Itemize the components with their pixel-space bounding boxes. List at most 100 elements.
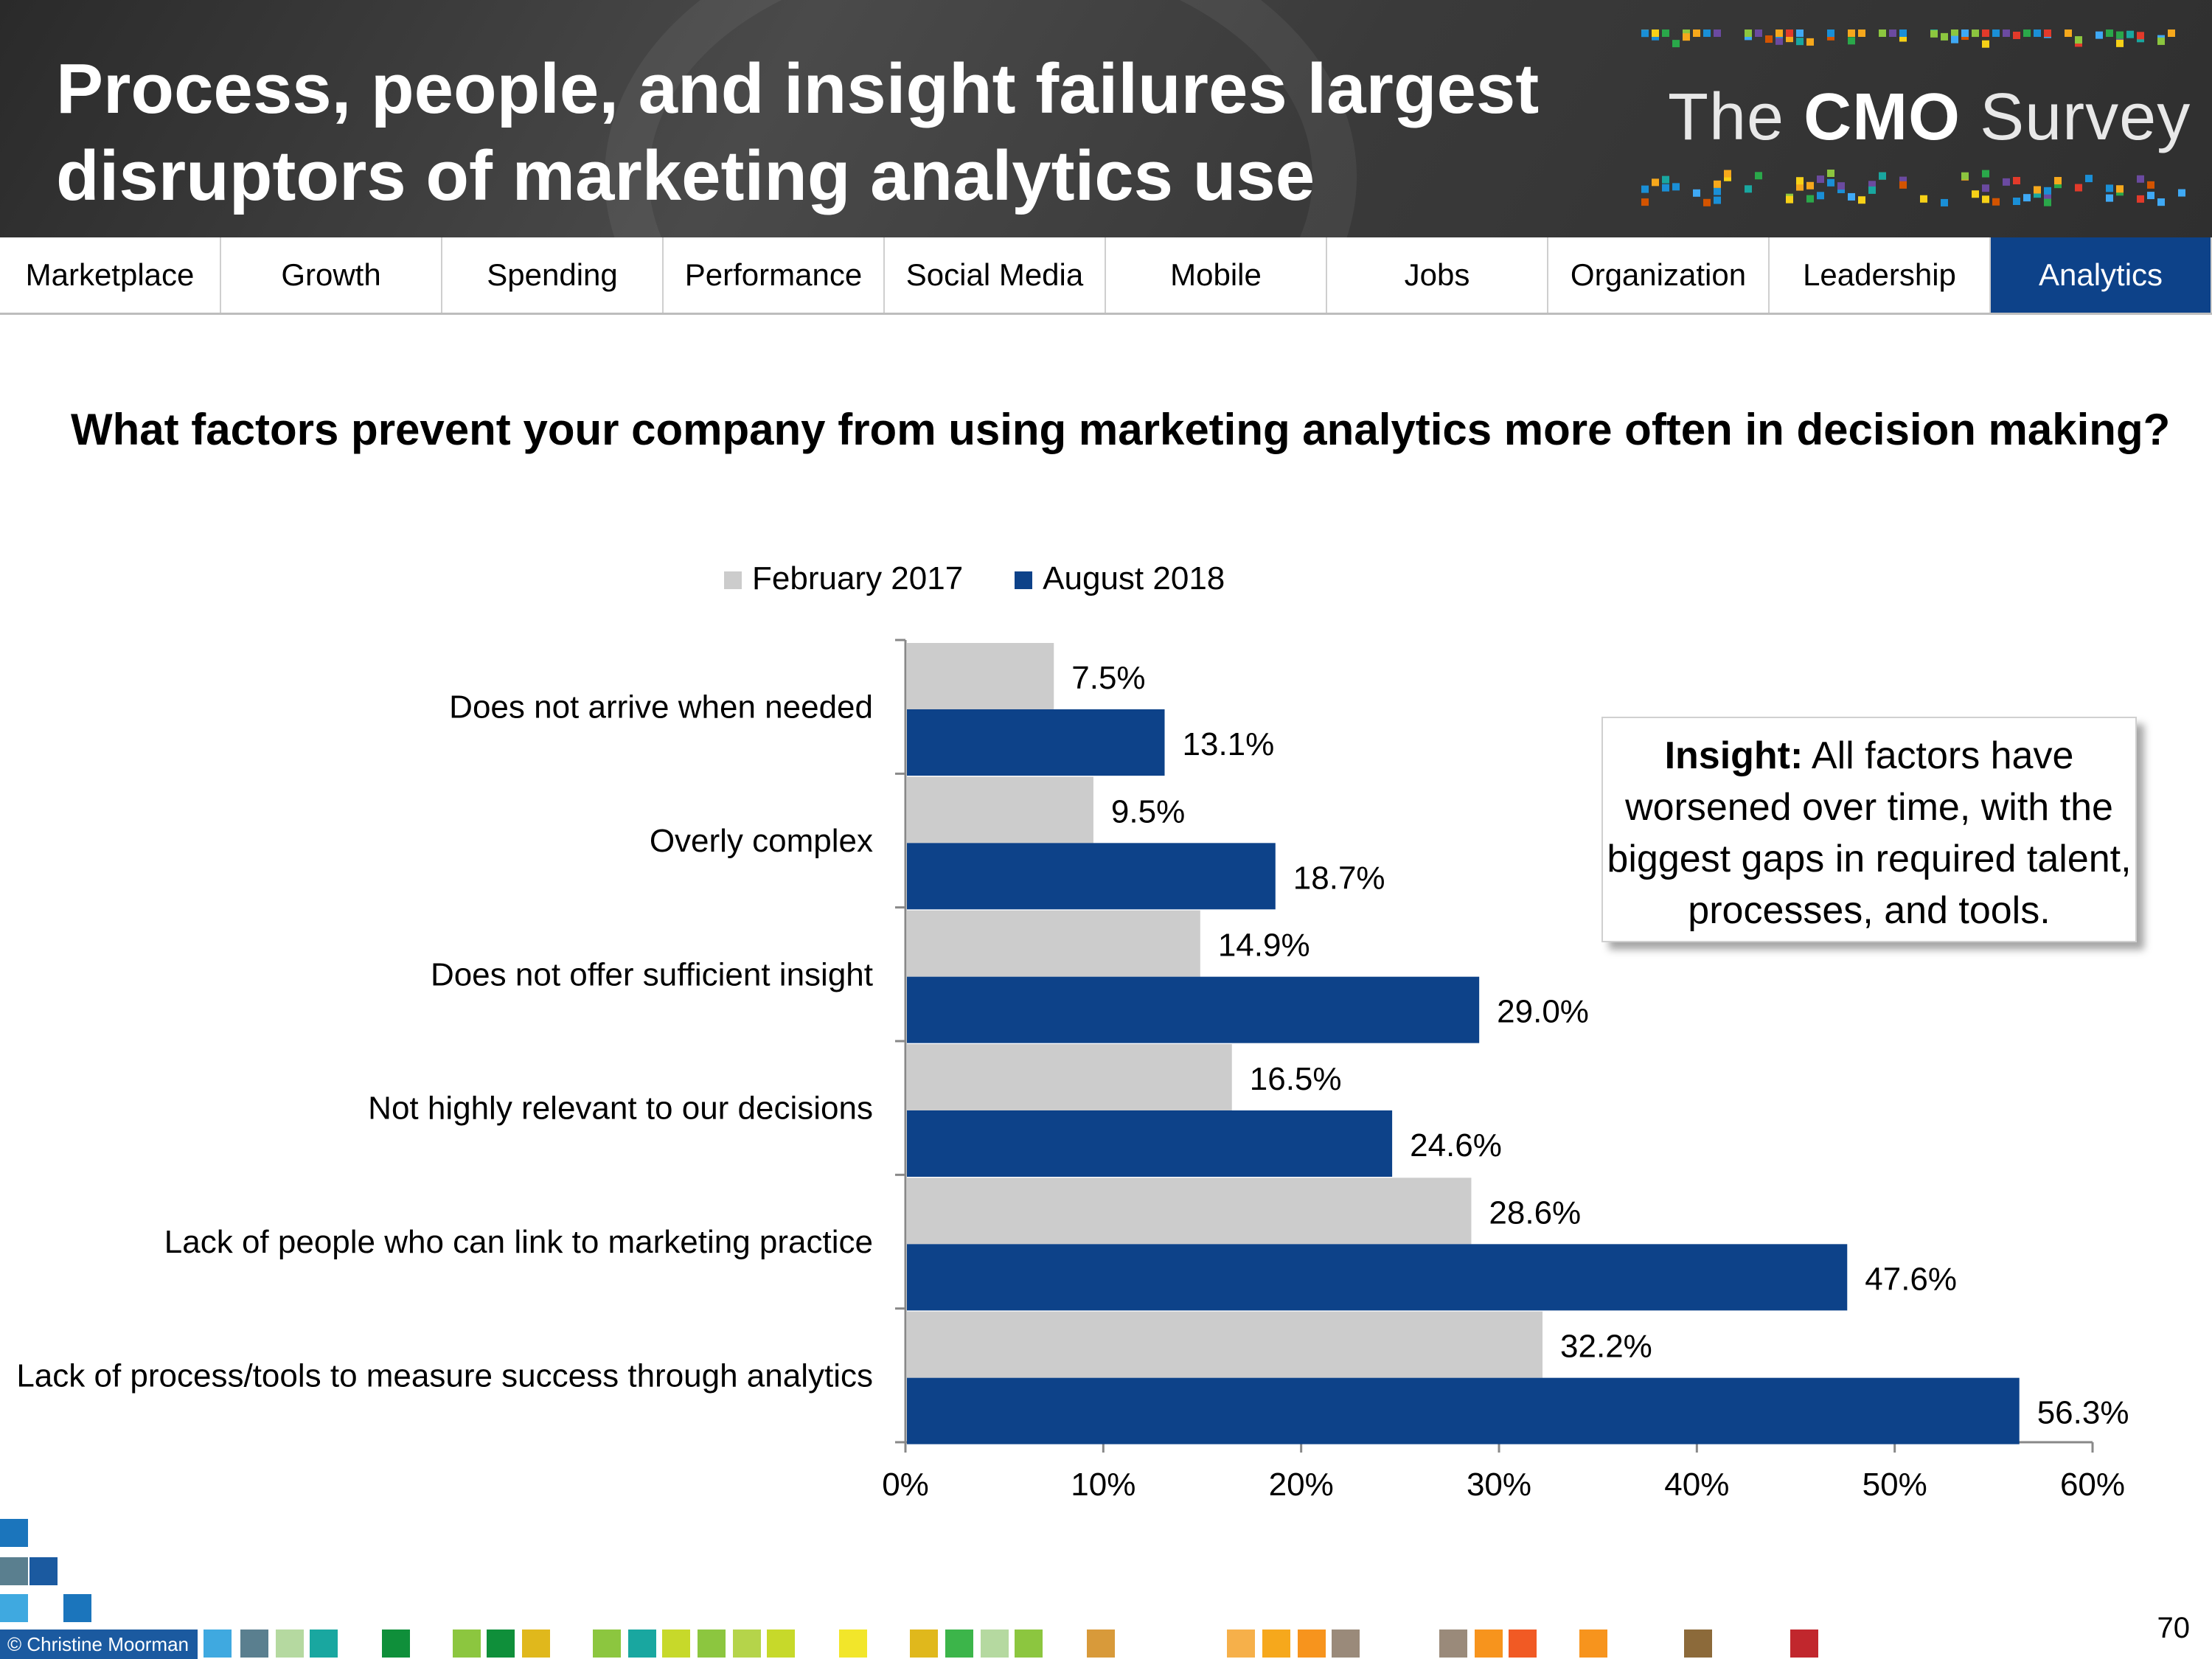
logo-pixel xyxy=(2106,184,2113,192)
logo-pixel xyxy=(2013,197,2020,205)
footer-square xyxy=(1439,1630,1467,1658)
logo-pixel xyxy=(1786,195,1793,204)
logo-pixel xyxy=(1972,190,1979,198)
footer-square xyxy=(628,1630,656,1658)
footer-square xyxy=(767,1630,795,1658)
logo-pixel xyxy=(1941,32,1948,41)
footer-square xyxy=(204,1630,232,1658)
logo-pixel xyxy=(1951,29,1958,37)
logo-pixel xyxy=(1641,198,1649,206)
x-tick-label: 60% xyxy=(2060,1467,2125,1503)
logo-pixel xyxy=(1786,35,1793,43)
logo-pixel xyxy=(2157,198,2165,206)
logo-pixel xyxy=(1899,181,1907,189)
logo-pixel xyxy=(2137,175,2144,183)
logo-pixel xyxy=(2126,30,2134,38)
logo-pixel xyxy=(2106,29,2113,37)
section-nav: Marketplace Growth Spending Performance … xyxy=(0,237,2212,315)
footer-square xyxy=(1790,1630,1818,1658)
header-banner: Process, people, and insight failures la… xyxy=(0,0,2212,237)
logo-pixel xyxy=(1806,195,1814,203)
x-tick-label: 30% xyxy=(1467,1467,1531,1503)
logo-pixel xyxy=(1714,187,1721,195)
legend-item-feb-2017: February 2017 xyxy=(724,560,963,597)
tab-spending[interactable]: Spending xyxy=(442,237,664,313)
logo-pixel xyxy=(1868,181,1876,189)
footer-square xyxy=(29,1557,58,1585)
footer-square xyxy=(839,1630,867,1658)
logo-pixel xyxy=(2044,198,2051,206)
tab-performance[interactable]: Performance xyxy=(664,237,885,313)
logo-pixel xyxy=(1786,29,1793,37)
footer-square xyxy=(63,1594,91,1622)
logo-pixel xyxy=(1806,181,1814,189)
tab-growth[interactable]: Growth xyxy=(221,237,442,313)
footer-square xyxy=(0,1557,28,1585)
logo-pixel xyxy=(1992,198,2000,206)
logo-pixel xyxy=(2147,181,2154,189)
logo-pixel xyxy=(1941,198,1948,206)
chart-legend: February 2017 August 2018 xyxy=(724,560,1225,597)
data-label-aug-2018: 24.6% xyxy=(1410,1127,1502,1164)
logo-pixel xyxy=(2096,31,2103,39)
legend-swatch-aug-2018 xyxy=(1015,571,1033,590)
tab-organization[interactable]: Organization xyxy=(1548,237,1770,313)
logo-pixel xyxy=(1714,29,1721,37)
logo-pixel xyxy=(1817,192,1824,200)
legend-label-aug-2018: August 2018 xyxy=(1043,560,1225,597)
data-label-feb-2017: 14.9% xyxy=(1218,928,1310,964)
logo-pixel xyxy=(2054,177,2062,185)
tab-mobile[interactable]: Mobile xyxy=(1106,237,1327,313)
logo-pixel xyxy=(1672,183,1680,191)
data-label-feb-2017: 28.6% xyxy=(1489,1194,1581,1231)
footer-square xyxy=(1509,1630,1537,1658)
footer-square xyxy=(522,1630,550,1658)
logo-pixel xyxy=(1848,192,1855,201)
logo-pixel xyxy=(1796,29,1804,37)
logo-pixel xyxy=(1775,37,1783,45)
logo-pixel xyxy=(1724,170,1731,178)
logo-pixel xyxy=(1961,172,1969,180)
tab-marketplace[interactable]: Marketplace xyxy=(0,237,221,313)
logo-pixel xyxy=(2075,184,2082,192)
category-label: Lack of people who can link to marketing… xyxy=(164,1224,873,1260)
logo-pixel xyxy=(1724,173,1731,181)
category-label: Overly complex xyxy=(650,823,873,859)
tab-leadership[interactable]: Leadership xyxy=(1770,237,1991,313)
tab-analytics[interactable]: Analytics xyxy=(1991,237,2212,313)
footer-square xyxy=(698,1630,726,1658)
footer-square xyxy=(1579,1630,1607,1658)
footer-square xyxy=(276,1630,304,1658)
legend-swatch-feb-2017 xyxy=(724,571,742,590)
data-label-aug-2018: 47.6% xyxy=(1865,1261,1957,1297)
logo-pixel xyxy=(1879,29,1886,37)
logo-pixel xyxy=(1683,29,1690,37)
survey-question: What factors prevent your company from u… xyxy=(71,405,2171,454)
logo-pixel xyxy=(1796,183,1804,191)
logo-pixel xyxy=(2034,190,2041,198)
footer-square xyxy=(1015,1630,1043,1658)
logo-pixel xyxy=(1982,195,1989,204)
bar-feb-2017 xyxy=(907,776,1093,844)
logo-pixel xyxy=(1714,196,1721,204)
logo-pixel xyxy=(1982,29,1989,37)
tab-jobs[interactable]: Jobs xyxy=(1327,237,1548,313)
logo-pixel xyxy=(1827,29,1834,37)
logo-pixel xyxy=(2116,185,2124,193)
logo-pixel xyxy=(2034,29,2041,37)
logo-pixel xyxy=(2013,31,2020,39)
data-label-aug-2018: 56.3% xyxy=(2037,1395,2129,1431)
logo-pixel xyxy=(1817,175,1824,184)
logo-pixel xyxy=(1662,29,1669,37)
bar-aug-2018 xyxy=(907,1244,1848,1311)
x-tick-label: 10% xyxy=(1071,1467,1135,1503)
insight-callout: Insight: All factors have worsened over … xyxy=(1601,717,2137,942)
legend-item-aug-2018: August 2018 xyxy=(1015,560,1225,597)
bar-feb-2017 xyxy=(907,1311,1543,1378)
bar-feb-2017 xyxy=(907,1044,1232,1110)
logo-pixel xyxy=(2085,175,2093,183)
category-label: Lack of process/tools to measure success… xyxy=(16,1357,873,1394)
logo-pixel xyxy=(1982,170,1989,178)
tab-social-media[interactable]: Social Media xyxy=(885,237,1106,313)
logo-pixel xyxy=(1796,38,1804,46)
